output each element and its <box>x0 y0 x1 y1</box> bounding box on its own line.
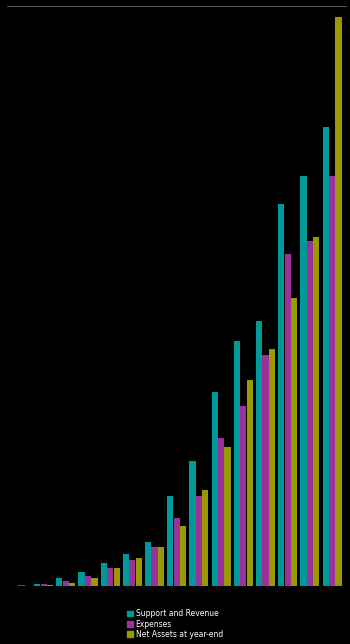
Bar <box>189 461 196 586</box>
Bar <box>152 547 158 586</box>
Bar <box>145 542 151 586</box>
Bar <box>78 573 85 586</box>
Bar <box>224 447 231 586</box>
Bar <box>167 496 173 586</box>
Bar <box>91 578 98 586</box>
Bar <box>113 569 120 586</box>
Bar <box>18 585 25 586</box>
Bar <box>313 237 320 586</box>
Bar <box>196 496 202 586</box>
Bar <box>180 526 186 586</box>
Bar <box>123 554 129 586</box>
Bar <box>300 176 307 586</box>
Bar <box>291 298 297 586</box>
Bar <box>307 241 313 586</box>
Bar <box>136 558 142 586</box>
Bar <box>69 583 75 586</box>
Bar <box>269 349 275 586</box>
Bar <box>101 563 107 586</box>
Bar <box>212 392 218 586</box>
Bar <box>56 578 62 586</box>
Bar <box>323 128 329 586</box>
Bar <box>262 355 268 586</box>
Bar <box>218 438 224 586</box>
Bar <box>278 204 284 586</box>
Bar <box>335 17 342 586</box>
Bar <box>234 341 240 586</box>
Bar <box>63 581 69 586</box>
Bar <box>34 584 40 586</box>
Bar <box>158 547 164 586</box>
Bar <box>41 583 47 586</box>
Bar <box>285 254 291 586</box>
Bar <box>256 321 262 586</box>
Bar <box>247 380 253 586</box>
Bar <box>329 176 335 586</box>
Bar <box>174 518 180 586</box>
Bar <box>107 569 113 586</box>
Bar <box>47 585 53 586</box>
Bar <box>202 490 209 586</box>
Bar <box>240 406 246 586</box>
Legend: Support and Revenue, Expenses, Net Assets at year-end: Support and Revenue, Expenses, Net Asset… <box>126 608 224 640</box>
Bar <box>85 576 91 586</box>
Bar <box>129 560 135 586</box>
